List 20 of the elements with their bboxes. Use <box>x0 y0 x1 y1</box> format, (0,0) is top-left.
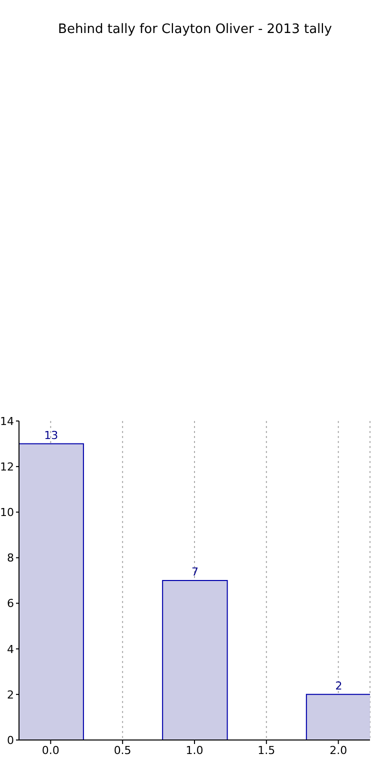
data-label: 7 <box>191 566 198 578</box>
y-tick-label: 8 <box>7 552 14 565</box>
x-tick-label: 0.5 <box>114 744 132 757</box>
bar <box>306 694 370 740</box>
x-tick-label: 1.0 <box>186 744 204 757</box>
y-tick-label: 14 <box>0 414 14 428</box>
y-tick-label: 12 <box>0 460 14 474</box>
bar <box>162 580 228 740</box>
y-tick-label: 2 <box>7 688 14 702</box>
data-label: 2 <box>335 679 342 692</box>
y-tick-label: 0 <box>7 734 14 747</box>
y-tick-label: 6 <box>7 597 14 610</box>
chart-title: Behind tally for Clayton Oliver - 2013 tally <box>57 22 333 37</box>
x-tick-label: 1.5 <box>258 744 276 757</box>
data-label: 13 <box>44 428 58 442</box>
y-tick-label: 10 <box>0 506 14 520</box>
x-tick-label: 2.0 <box>330 744 348 757</box>
x-tick-label: 0.0 <box>42 744 60 757</box>
y-tick-label: 4 <box>7 642 14 656</box>
bar <box>19 443 84 740</box>
